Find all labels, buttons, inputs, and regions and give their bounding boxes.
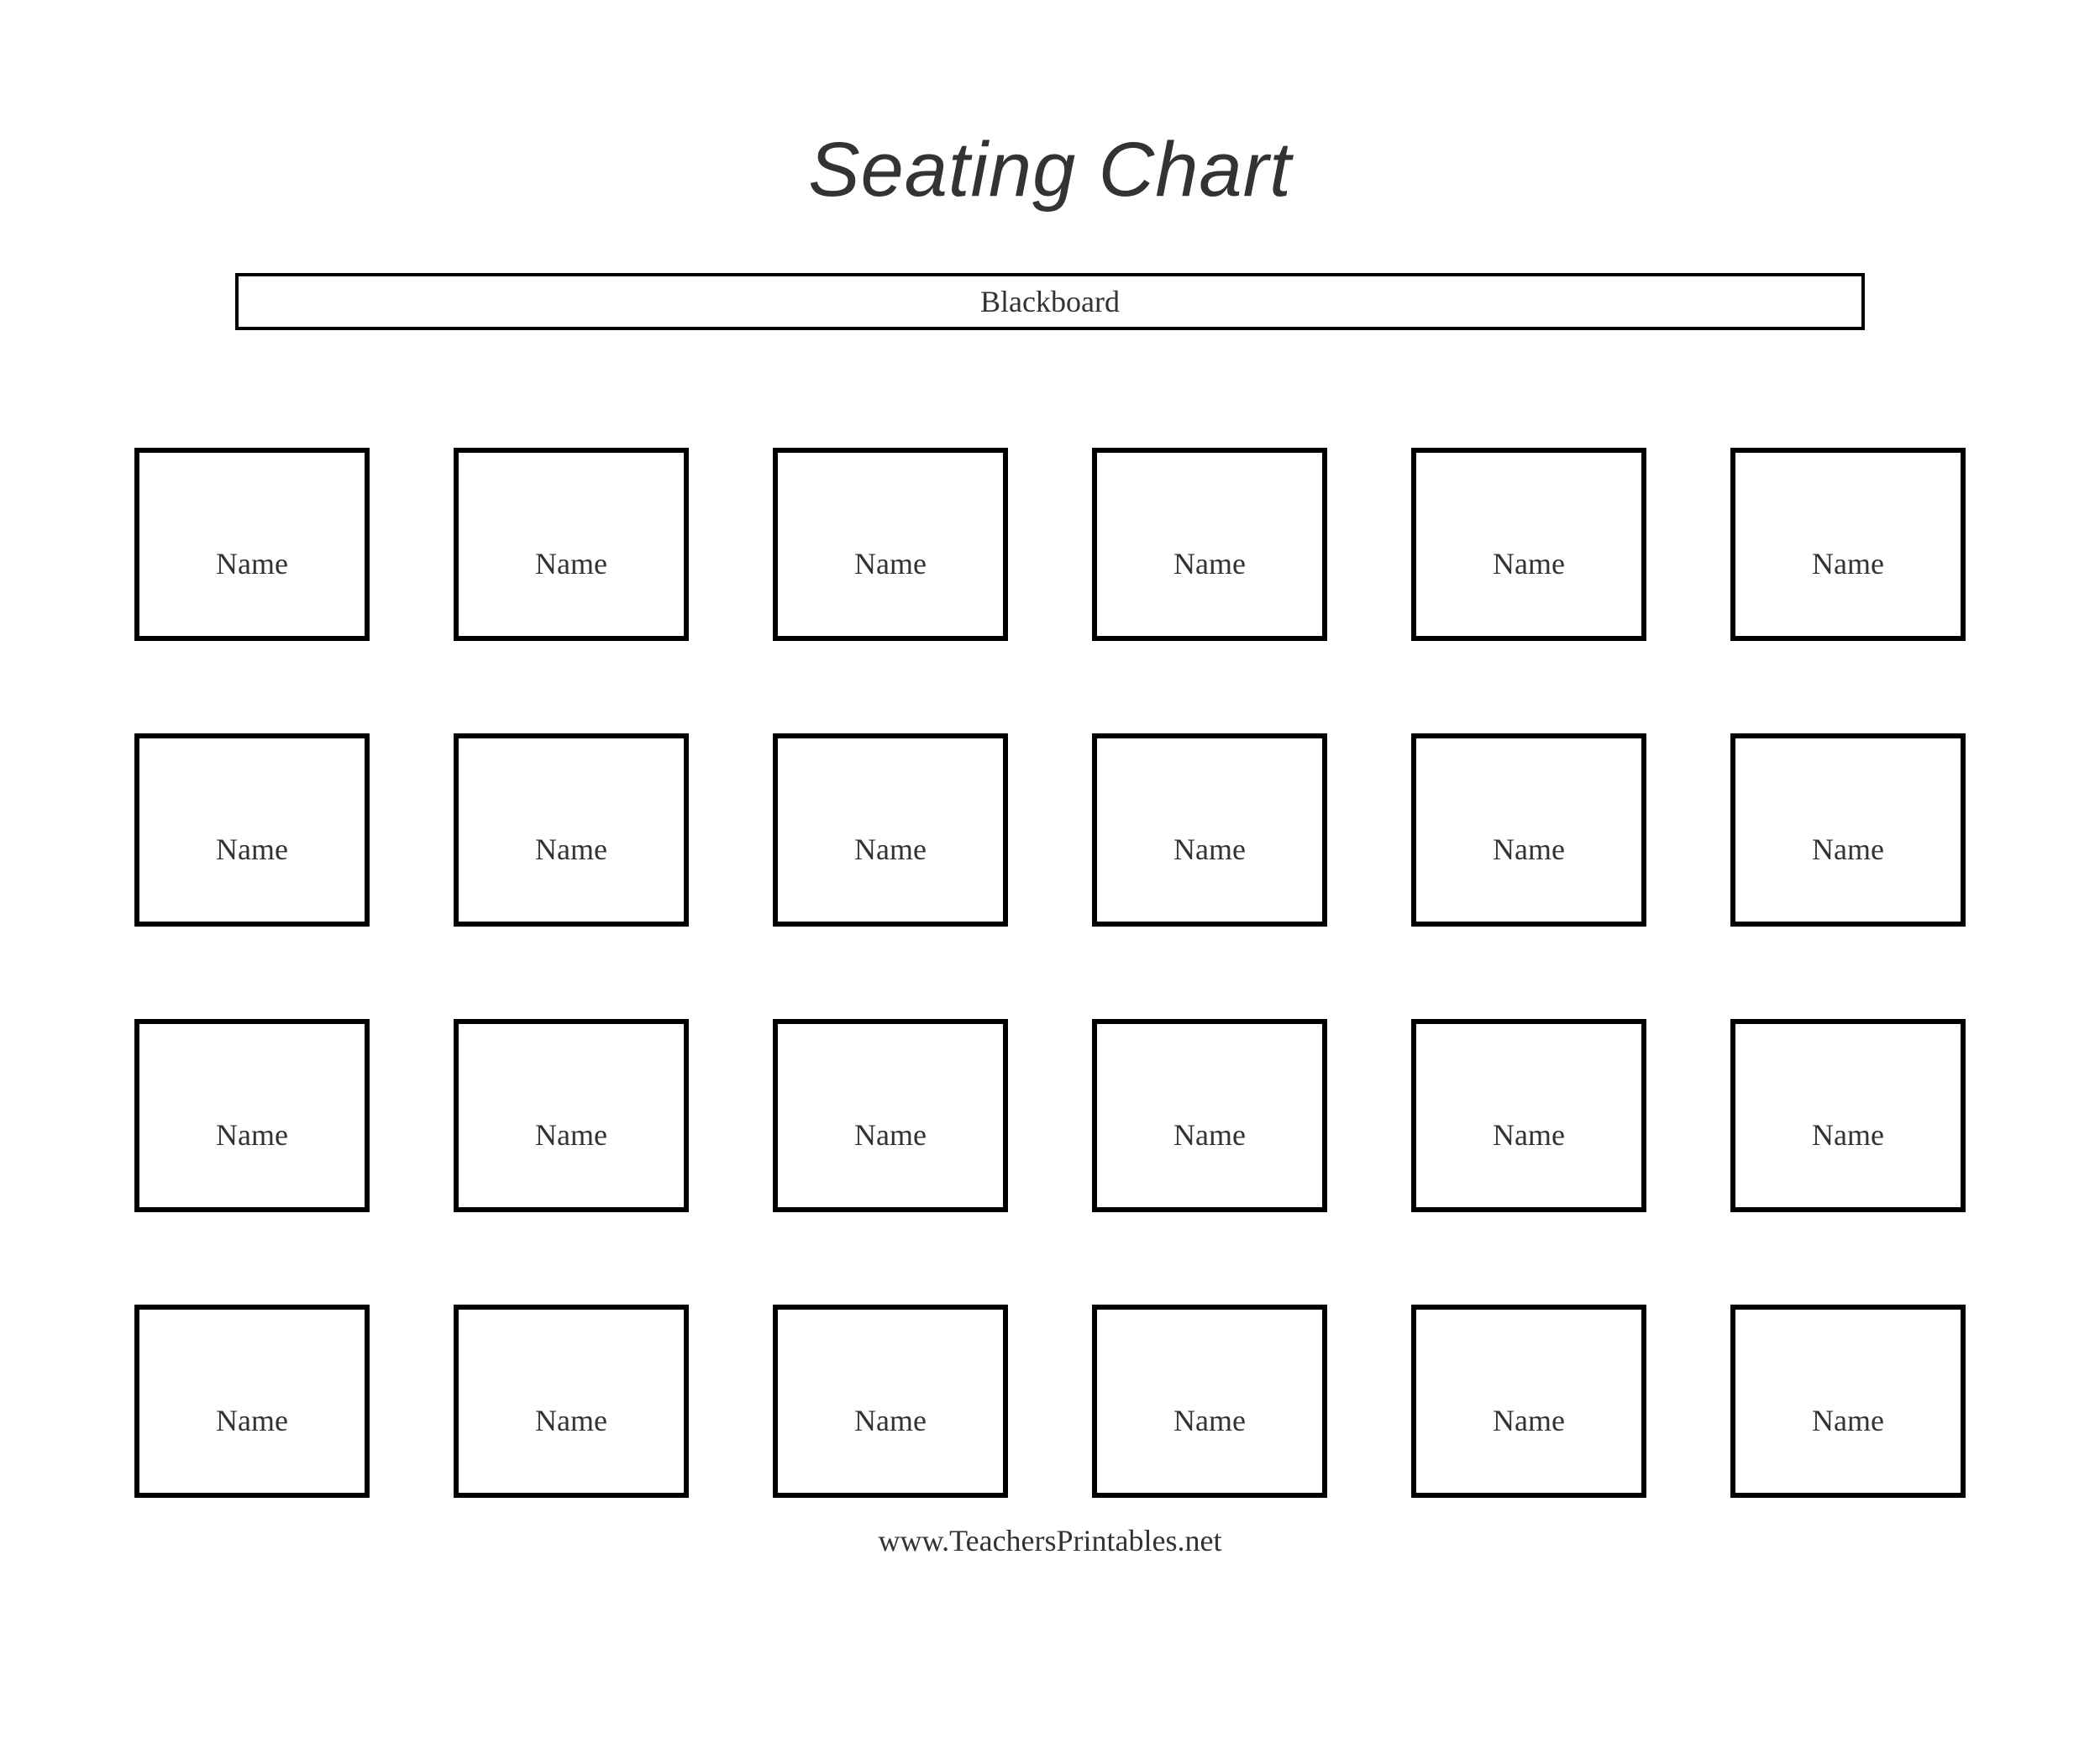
seat-label: Name — [216, 1117, 288, 1153]
seat-label: Name — [1173, 1117, 1246, 1153]
seat-label: Name — [535, 832, 607, 867]
seat-cell: Name — [454, 733, 689, 927]
seat-label: Name — [1173, 1403, 1246, 1438]
blackboard-label: Blackboard — [980, 284, 1120, 319]
footer-text: www.TeachersPrintables.net — [0, 1523, 2100, 1558]
seat-cell: Name — [773, 733, 1008, 927]
seat-cell: Name — [1092, 1305, 1327, 1498]
seat-label: Name — [1493, 546, 1565, 581]
seat-label: Name — [535, 1403, 607, 1438]
seat-cell: Name — [454, 1305, 689, 1498]
seat-label: Name — [1812, 1117, 1884, 1153]
seating-grid: Name Name Name Name Name Name Name Name … — [134, 448, 1966, 1498]
seat-label: Name — [1173, 546, 1246, 581]
seat-label: Name — [1812, 1403, 1884, 1438]
seat-cell: Name — [1730, 1305, 1966, 1498]
seat-cell: Name — [1411, 1305, 1646, 1498]
seat-cell: Name — [1092, 1019, 1327, 1212]
seat-label: Name — [1493, 1117, 1565, 1153]
seat-cell: Name — [1092, 733, 1327, 927]
seat-cell: Name — [1730, 448, 1966, 641]
seat-cell: Name — [1411, 1019, 1646, 1212]
seat-label: Name — [1812, 832, 1884, 867]
seat-cell: Name — [454, 448, 689, 641]
seat-label: Name — [854, 1403, 927, 1438]
seat-label: Name — [1493, 1403, 1565, 1438]
seat-cell: Name — [1730, 733, 1966, 927]
blackboard-bar: Blackboard — [235, 273, 1865, 330]
seat-label: Name — [535, 546, 607, 581]
seat-label: Name — [216, 832, 288, 867]
seat-cell: Name — [134, 448, 370, 641]
seat-cell: Name — [134, 1019, 370, 1212]
seat-label: Name — [854, 1117, 927, 1153]
seat-cell: Name — [773, 1019, 1008, 1212]
seat-label: Name — [854, 546, 927, 581]
seat-cell: Name — [134, 1305, 370, 1498]
seat-cell: Name — [773, 1305, 1008, 1498]
seat-cell: Name — [134, 733, 370, 927]
seat-cell: Name — [1411, 733, 1646, 927]
page-title: Seating Chart — [0, 126, 2100, 214]
seat-label: Name — [1493, 832, 1565, 867]
seat-label: Name — [1812, 546, 1884, 581]
seat-label: Name — [535, 1117, 607, 1153]
seat-cell: Name — [773, 448, 1008, 641]
seat-cell: Name — [1411, 448, 1646, 641]
seat-label: Name — [216, 546, 288, 581]
seat-label: Name — [1173, 832, 1246, 867]
seat-cell: Name — [454, 1019, 689, 1212]
seat-label: Name — [854, 832, 927, 867]
seat-cell: Name — [1092, 448, 1327, 641]
seat-label: Name — [216, 1403, 288, 1438]
seat-cell: Name — [1730, 1019, 1966, 1212]
